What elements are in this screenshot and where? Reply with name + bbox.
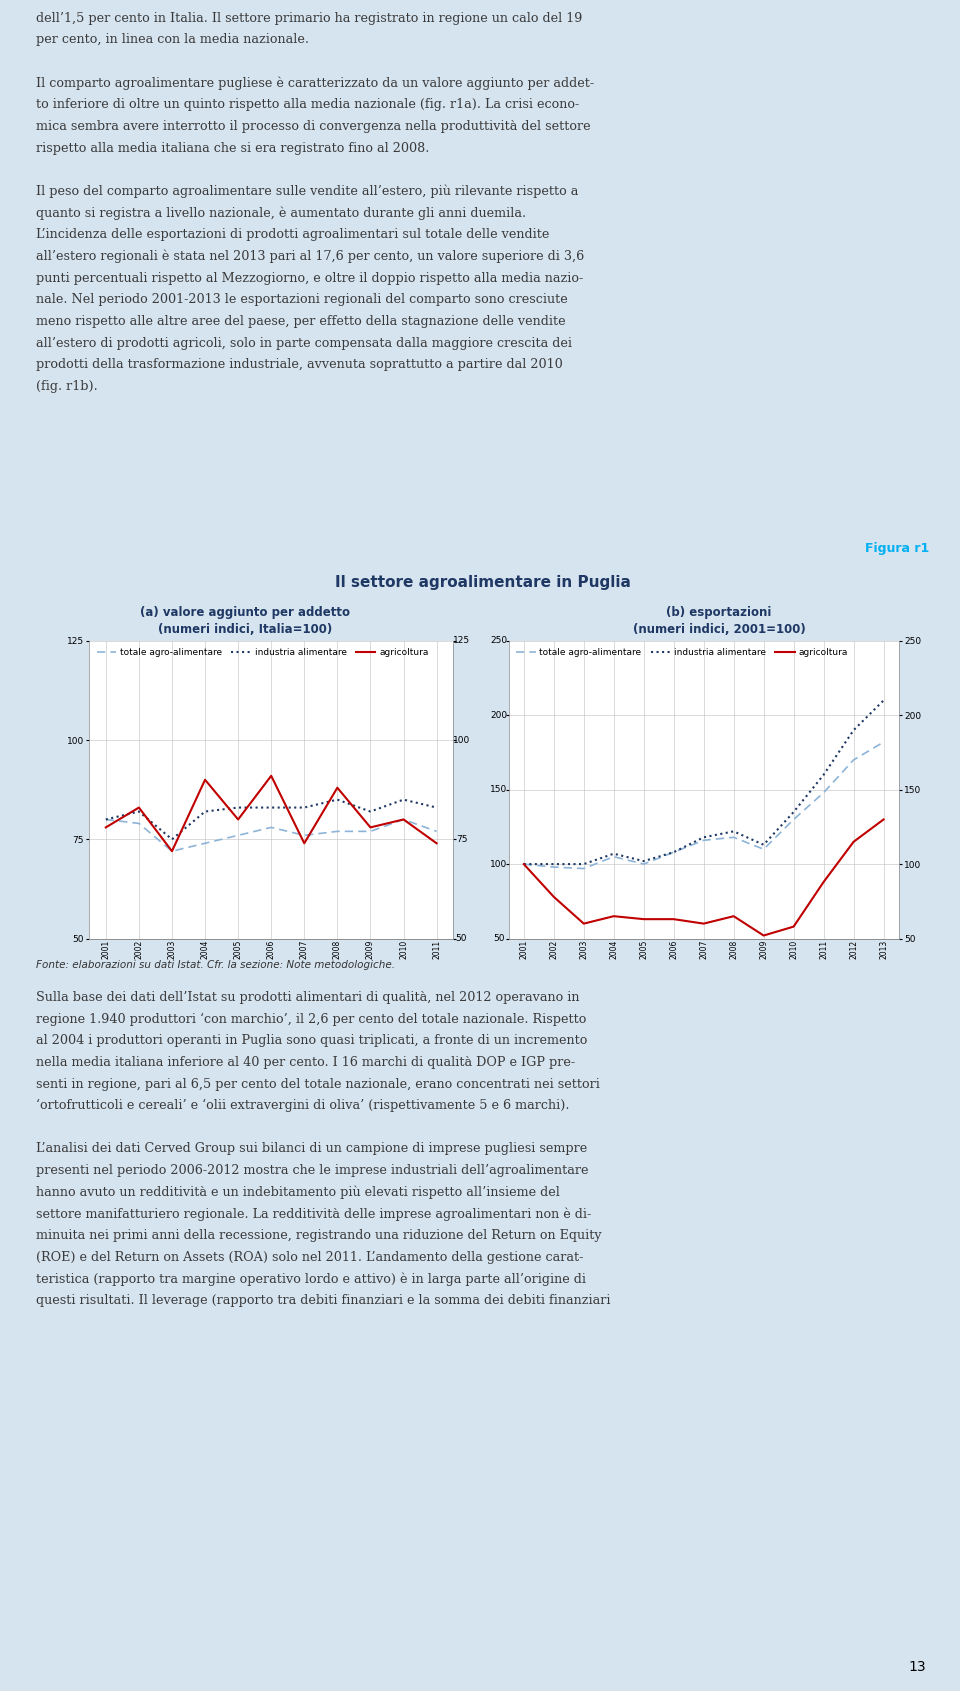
Text: questi risultati. Il leverage (rapporto tra debiti finanziari e la somma dei deb: questi risultati. Il leverage (rapporto … — [36, 1294, 611, 1307]
Text: 13: 13 — [909, 1661, 926, 1674]
Text: presenti nel periodo 2006-2012 mostra che le imprese industriali dell’agroalimen: presenti nel periodo 2006-2012 mostra ch… — [36, 1163, 589, 1177]
Text: Fonte: elaborazioni su dati Istat. Cfr. la sezione: Note metodologiche.: Fonte: elaborazioni su dati Istat. Cfr. … — [36, 960, 396, 971]
Text: hanno avuto un redditività e un indebitamento più elevati rispetto all’insieme d: hanno avuto un redditività e un indebita… — [36, 1185, 561, 1199]
Text: quanto si registra a livello nazionale, è aumentato durante gli anni duemila.: quanto si registra a livello nazionale, … — [36, 206, 527, 220]
Text: minuita nei primi anni della recessione, registrando una riduzione del Return on: minuita nei primi anni della recessione,… — [36, 1229, 602, 1241]
Text: settore manifatturiero regionale. La redditività delle imprese agroalimentari no: settore manifatturiero regionale. La red… — [36, 1207, 591, 1221]
Text: (ROE) e del Return on Assets (ROA) solo nel 2011. L’andamento della gestione car: (ROE) e del Return on Assets (ROA) solo … — [36, 1251, 584, 1263]
Text: 100: 100 — [491, 859, 508, 869]
Legend: totale agro-alimentare, industria alimentare, agricoltura: totale agro-alimentare, industria alimen… — [514, 646, 851, 659]
Text: (fig. r1b).: (fig. r1b). — [36, 380, 98, 392]
Text: Figura r1: Figura r1 — [865, 541, 929, 555]
Text: 250: 250 — [491, 636, 507, 646]
Text: (a) valore aggiunto per addetto
(numeri indici, Italia=100): (a) valore aggiunto per addetto (numeri … — [140, 607, 349, 636]
Legend: totale agro-alimentare, industria alimentare, agricoltura: totale agro-alimentare, industria alimen… — [94, 646, 431, 659]
Text: dell’1,5 per cento in Italia. Il settore primario ha registrato in regione un ca: dell’1,5 per cento in Italia. Il settore… — [36, 12, 583, 25]
Text: ‘ortofrutticoli e cereali’ e ‘olii extravergini di oliva’ (rispettivamente 5 e 6: ‘ortofrutticoli e cereali’ e ‘olii extra… — [36, 1099, 570, 1113]
Text: 50: 50 — [456, 933, 468, 944]
Text: Il peso del comparto agroalimentare sulle vendite all’estero, più rilevante risp: Il peso del comparto agroalimentare sull… — [36, 184, 579, 198]
Text: 125: 125 — [453, 636, 470, 646]
Text: punti percentuali rispetto al Mezzogiorno, e oltre il doppio rispetto alla media: punti percentuali rispetto al Mezzogiorn… — [36, 272, 584, 284]
Text: prodotti della trasformazione industriale, avvenuta soprattutto a partire dal 20: prodotti della trasformazione industrial… — [36, 358, 564, 370]
Text: 200: 200 — [491, 710, 507, 720]
Text: Sulla base dei dati dell’Istat su prodotti alimentari di qualità, nel 2012 opera: Sulla base dei dati dell’Istat su prodot… — [36, 991, 580, 1004]
Text: 100: 100 — [453, 736, 470, 744]
Text: al 2004 i produttori operanti in Puglia sono quasi triplicati, a fronte di un in: al 2004 i produttori operanti in Puglia … — [36, 1035, 588, 1047]
Text: nella media italiana inferiore al 40 per cento. I 16 marchi di qualità DOP e IGP: nella media italiana inferiore al 40 per… — [36, 1055, 576, 1069]
Text: Il comparto agroalimentare pugliese è caratterizzato da un valore aggiunto per a: Il comparto agroalimentare pugliese è ca… — [36, 76, 594, 90]
Text: per cento, in linea con la media nazionale.: per cento, in linea con la media naziona… — [36, 34, 309, 46]
Text: rispetto alla media italiana che si era registrato fino al 2008.: rispetto alla media italiana che si era … — [36, 142, 430, 154]
Text: senti in regione, pari al 6,5 per cento del totale nazionale, erano concentrati : senti in regione, pari al 6,5 per cento … — [36, 1077, 600, 1091]
Text: 150: 150 — [491, 785, 508, 795]
Text: Il settore agroalimentare in Puglia: Il settore agroalimentare in Puglia — [335, 575, 631, 590]
Text: all’estero di prodotti agricoli, solo in parte compensata dalla maggiore crescit: all’estero di prodotti agricoli, solo in… — [36, 337, 572, 350]
Text: meno rispetto alle altre aree del paese, per effetto della stagnazione delle ven: meno rispetto alle altre aree del paese,… — [36, 315, 566, 328]
Text: all’estero regionali è stata nel 2013 pari al 17,6 per cento, un valore superior: all’estero regionali è stata nel 2013 pa… — [36, 250, 585, 264]
Text: mica sembra avere interrotto il processo di convergenza nella produttività del s: mica sembra avere interrotto il processo… — [36, 120, 591, 134]
Text: 75: 75 — [456, 835, 468, 844]
Text: L’analisi dei dati Cerved Group sui bilanci di un campione di imprese pugliesi s: L’analisi dei dati Cerved Group sui bila… — [36, 1143, 588, 1155]
Text: nale. Nel periodo 2001-2013 le esportazioni regionali del comparto sono cresciut: nale. Nel periodo 2001-2013 le esportazi… — [36, 293, 568, 306]
Text: regione 1.940 produttori ‘con marchio’, il 2,6 per cento del totale nazionale. R: regione 1.940 produttori ‘con marchio’, … — [36, 1013, 587, 1026]
Text: L’incidenza delle esportazioni di prodotti agroalimentari sul totale delle vendi: L’incidenza delle esportazioni di prodot… — [36, 228, 550, 242]
Text: 50: 50 — [493, 933, 505, 944]
Text: (b) esportazioni
(numeri indici, 2001=100): (b) esportazioni (numeri indici, 2001=10… — [633, 607, 805, 636]
Text: teristica (rapporto tra margine operativo lordo e attivo) è in larga parte all’o: teristica (rapporto tra margine operativ… — [36, 1272, 587, 1285]
Text: to inferiore di oltre un quinto rispetto alla media nazionale (fig. r1a). La cri: to inferiore di oltre un quinto rispetto… — [36, 98, 580, 112]
